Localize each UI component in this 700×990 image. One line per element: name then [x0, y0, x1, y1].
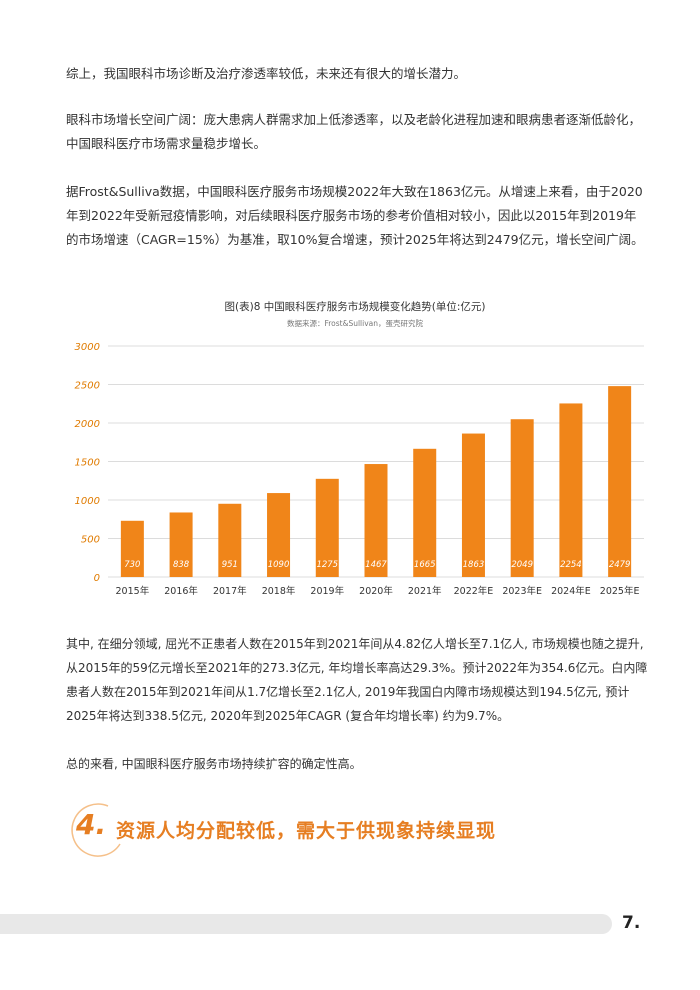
data-label: 2049 — [511, 560, 533, 570]
data-label: 2479 — [609, 560, 631, 570]
market-size-chart: 0 500 1000 1500 2000 2500 3000 730 2015年 838 2016年… — [60, 290, 650, 610]
bar — [510, 419, 534, 577]
bar — [218, 503, 242, 577]
chart-svg: 0 500 1000 1500 2000 2500 3000 730 2015年 838 2016年… — [75, 342, 644, 597]
x-tick-label: 2021年 — [408, 585, 442, 597]
x-tick-label: 2023年E — [502, 585, 542, 597]
bar — [608, 386, 632, 577]
data-label: 951 — [222, 560, 238, 570]
data-label: 1467 — [365, 560, 387, 570]
data-label: 730 — [124, 560, 140, 570]
x-tick-label: 2025年E — [600, 585, 640, 597]
bar — [461, 433, 485, 577]
footer-bar — [0, 914, 612, 934]
page-number: 7. — [622, 913, 641, 933]
x-tick-label: 2017年 — [213, 585, 247, 597]
bar — [364, 464, 388, 577]
x-tick-label: 2018年 — [262, 585, 296, 597]
data-label: 1275 — [316, 560, 338, 570]
data-label: 1665 — [414, 560, 436, 570]
bar — [413, 448, 437, 577]
x-tick-label: 2024年E — [551, 585, 591, 597]
y-tick-label: 2500 — [75, 381, 100, 392]
x-tick-label: 2019年 — [310, 585, 344, 597]
segment-paragraph: 其中, 在细分领域, 屈光不正患者人数在2015年到2021年间从4.82亿人增… — [66, 637, 648, 723]
market-space-paragraph: 眼科市场增长空间广阔：庞大患病人群需求加上低渗透率，以及老龄化进程加速和眼病患者… — [66, 112, 642, 151]
section-title: 资源人均分配较低，需大于供现象持续显现 — [116, 820, 497, 842]
y-tick-label: 500 — [81, 535, 100, 546]
data-label: 1863 — [463, 560, 485, 570]
chart-title: 图(表)8 中国眼科医疗服务市场规模变化趋势(单位:亿元) — [224, 301, 486, 313]
chart-source: 数据来源：Frost&Sullivan，蛋壳研究院 — [286, 319, 424, 328]
bar — [267, 493, 291, 577]
section-ring-icon — [71, 803, 121, 857]
summary-paragraph: 总的来看, 中国眼科医疗服务市场持续扩容的确定性高。 — [66, 757, 362, 771]
x-tick-label: 2016年 — [164, 585, 198, 597]
data-label: 2254 — [560, 560, 582, 570]
y-tick-label: 1000 — [75, 496, 100, 507]
intro-paragraph: 综上，我国眼科市场诊断及治疗渗透率较低，未来还有很大的增长潜力。 — [66, 66, 467, 81]
y-tick-label: 0 — [94, 573, 100, 584]
y-tick-label: 1500 — [75, 458, 100, 469]
data-label: 838 — [173, 560, 190, 570]
market-size-paragraph: 据Frost&Sulliva数据，中国眼科医疗服务市场规模2022年大致在186… — [66, 184, 644, 247]
section-heading: 4. 资源人均分配较低，需大于供现象持续显现 — [68, 800, 628, 862]
data-label: 1090 — [268, 560, 290, 570]
bar — [315, 478, 339, 577]
y-tick-label: 3000 — [75, 342, 100, 353]
x-tick-label: 2015年 — [116, 585, 150, 597]
bar — [169, 512, 193, 577]
bar — [559, 403, 583, 577]
y-tick-label: 2000 — [75, 419, 100, 430]
x-tick-label: 2022年E — [454, 585, 494, 597]
section-number: 4. — [76, 808, 107, 841]
bar — [120, 520, 144, 577]
x-tick-label: 2020年 — [359, 585, 393, 597]
